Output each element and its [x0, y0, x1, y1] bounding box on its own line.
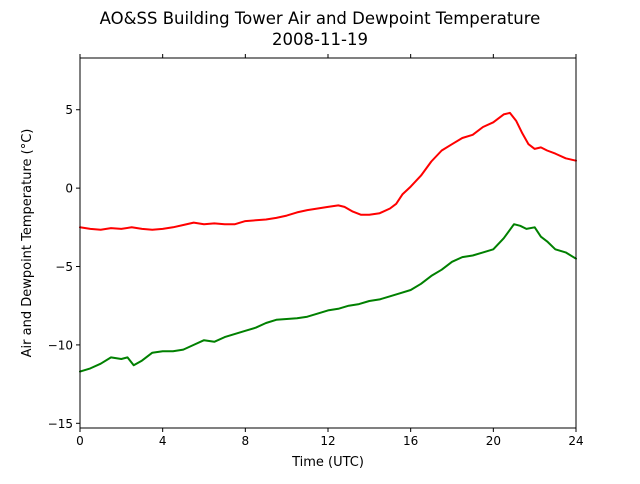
y-axis-label: Air and Dewpoint Temperature (°C)	[20, 129, 35, 358]
x-tick-label: 24	[568, 434, 583, 448]
x-tick-label: 20	[486, 434, 501, 448]
chart-title: AO&SS Building Tower Air and Dewpoint Te…	[100, 9, 541, 28]
x-tick-label: 0	[76, 434, 84, 448]
series-line-2	[79, 223, 577, 373]
y-tick-label: 0	[65, 182, 73, 196]
y-tick-label: 5	[65, 103, 73, 117]
x-axis-label: Time (UTC)	[291, 455, 364, 470]
x-tick-label: 16	[403, 434, 418, 448]
chart-subtitle: 2008-11-19	[272, 30, 368, 49]
y-tick-label: −10	[48, 338, 73, 352]
tick-layer: 0 4 8 12 16 20 24 −15 −10 −5 0 5	[48, 54, 584, 448]
series-layer	[79, 111, 577, 373]
y-tick-label: −5	[55, 260, 73, 274]
x-tick-label: 8	[242, 434, 250, 448]
series-line-1	[79, 111, 577, 231]
plot-frame	[79, 57, 577, 429]
x-tick-label: 12	[320, 434, 335, 448]
y-tick-label: −15	[48, 417, 73, 431]
x-tick-label: 4	[159, 434, 167, 448]
